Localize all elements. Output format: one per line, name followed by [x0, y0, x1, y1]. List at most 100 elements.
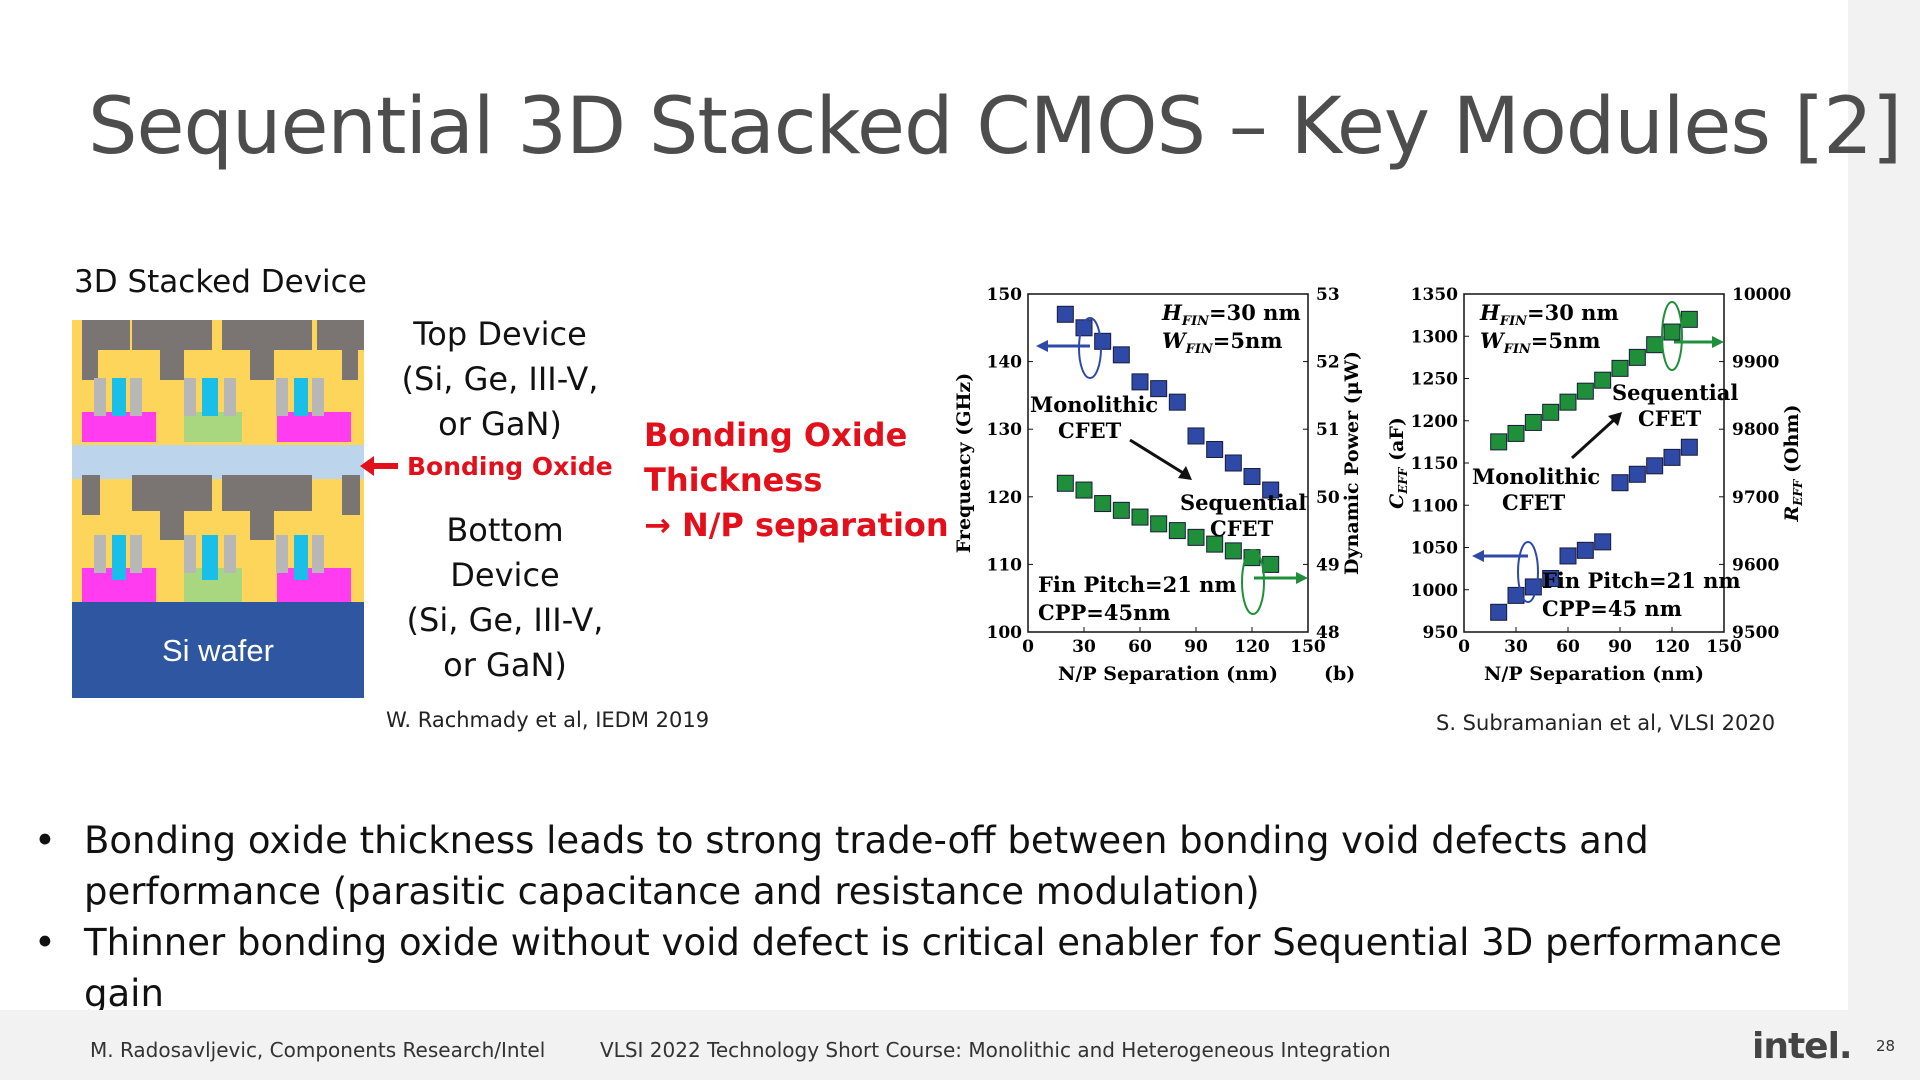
axis-pointer-head — [1036, 340, 1048, 352]
y2-tick-label: 51 — [1316, 420, 1340, 440]
data-point — [1646, 336, 1664, 354]
top-via — [160, 350, 184, 380]
top-contact — [132, 320, 212, 350]
series-ellipse — [1078, 317, 1102, 379]
callout-line: → N/P separation — [644, 506, 949, 544]
footer-bar — [0, 1010, 1848, 1080]
data-point — [1594, 533, 1612, 551]
data-point — [1628, 465, 1646, 483]
data-point — [1611, 359, 1629, 377]
data-point — [1168, 522, 1186, 540]
bottom-device-line: Device — [450, 556, 560, 594]
hfin-annotation: HFIN=30 nm — [1161, 300, 1301, 329]
series-ellipse — [1241, 549, 1265, 615]
data-point — [1611, 474, 1629, 492]
data-point — [1680, 310, 1698, 328]
axis-pointer-head — [1296, 572, 1308, 584]
y-axis-label: CEFF (aF) — [1386, 417, 1410, 509]
trend-arrow — [1570, 416, 1618, 460]
data-point — [1524, 578, 1542, 596]
x-tick-label: 30 — [1072, 637, 1096, 657]
data-point — [1075, 481, 1093, 499]
sequential-label: CFET — [1638, 406, 1702, 431]
trend-arrowhead — [1608, 412, 1622, 426]
y2-axis-label: REFF (Ohm) — [1781, 404, 1805, 522]
data-point — [1262, 555, 1280, 573]
series-ellipse — [1517, 541, 1539, 603]
wfin-annotation: WFIN=5nm — [1480, 328, 1601, 357]
hfin-annotation: HFIN=30 nm — [1479, 300, 1619, 329]
data-point — [1542, 569, 1560, 587]
y2-tick-label: 9600 — [1732, 555, 1779, 575]
top-device-label: Top Device (Si, Ge, III-V, or GaN) — [400, 312, 600, 447]
axis-pointer-head — [1712, 336, 1724, 348]
y-tick-label: 950 — [1423, 623, 1459, 643]
x-axis-label: N/P Separation (nm) — [1058, 663, 1278, 685]
bottom-device-line: (Si, Ge, III-V, — [406, 601, 604, 639]
y2-tick-label: 53 — [1316, 285, 1340, 305]
data-point — [1490, 433, 1508, 451]
top-contact — [82, 320, 130, 350]
y2-tick-label: 9700 — [1732, 488, 1779, 508]
y-tick-label: 130 — [987, 420, 1023, 440]
sequential-label: CFET — [1210, 516, 1274, 541]
chart-a: 0 30 60 90 120 150100110120130140150484950515… — [953, 285, 1363, 685]
citation-left: W. Rachmady et al, IEDM 2019 — [386, 708, 710, 732]
y-tick-label: 120 — [987, 488, 1023, 508]
citation-right: S. Subramanian et al, VLSI 2020 — [1436, 711, 1776, 735]
data-point — [1243, 468, 1261, 486]
wafer-label: Si wafer — [162, 633, 274, 668]
data-point — [1112, 501, 1130, 519]
page-number: 28 — [1876, 1037, 1896, 1055]
bonding-arrow-icon — [360, 456, 398, 476]
y2-tick-label: 9900 — [1732, 353, 1779, 373]
chart-b: 0 30 60 90 120 150 950 1000 1050 1100 1150 1200 1250… — [1324, 285, 1805, 685]
data-point — [1542, 403, 1560, 421]
monolithic-label: Monolithic — [1472, 464, 1600, 489]
cpp-label: CPP=45 nm — [1542, 596, 1682, 621]
y2-tick-label: 50 — [1316, 488, 1340, 508]
bottom-contact — [222, 475, 312, 511]
device-figure-title: 3D Stacked Device — [74, 264, 367, 300]
data-point — [1112, 346, 1130, 364]
y2-tick-label: 49 — [1316, 555, 1340, 575]
bonding-oxide-label: Bonding Oxide — [407, 452, 613, 481]
fin-pitch-label: Fin Pitch=21 nm — [1542, 568, 1741, 593]
bullet-text: Bonding oxide thickness leads to strong … — [84, 819, 1649, 913]
data-point — [1187, 528, 1205, 546]
plot-frame — [1027, 293, 1309, 633]
bullet-text: Thinner bonding oxide without void defec… — [84, 921, 1782, 1015]
y-tick-label: 1050 — [1411, 539, 1458, 559]
trend-arrowhead — [1178, 466, 1192, 480]
y2-tick-label: 48 — [1316, 623, 1340, 643]
top-contact — [222, 320, 312, 350]
wfin-annotation: WFIN=5nm — [1162, 328, 1283, 357]
data-point — [1576, 382, 1594, 400]
y-tick-label: 1150 — [1411, 454, 1458, 474]
data-point — [1646, 457, 1664, 475]
bottom-source-drain — [277, 568, 351, 602]
data-point — [1056, 474, 1074, 492]
bottom-device-line: or GaN) — [443, 646, 567, 684]
bullet-item: • Thinner bonding oxide without void def… — [34, 917, 1834, 1019]
x-tick-label: 120 — [1234, 637, 1270, 657]
bottom-device-label: Bottom Device (Si, Ge, III-V, or GaN) — [405, 508, 605, 688]
top-via — [82, 350, 98, 380]
bullet-list: • Bonding oxide thickness leads to stron… — [34, 815, 1834, 1019]
y-tick-label: 150 — [987, 285, 1023, 305]
data-point — [1224, 454, 1242, 472]
intel-logo: intel. — [1752, 1026, 1853, 1067]
x-tick-label: 60 — [1556, 637, 1580, 657]
y2-tick-label: 9500 — [1732, 623, 1779, 643]
data-point — [1663, 323, 1681, 341]
y-tick-label: 1350 — [1411, 285, 1458, 305]
data-point — [1131, 508, 1149, 526]
data-point — [1262, 481, 1280, 499]
trend-arrow — [1129, 438, 1189, 478]
monolithic-label: CFET — [1502, 490, 1566, 515]
cpp-label: CPP=45nm — [1038, 600, 1171, 625]
x-tick-label: 0 — [1458, 637, 1470, 657]
bullet-item: • Bonding oxide thickness leads to stron… — [34, 815, 1834, 917]
x-tick-label: 120 — [1654, 637, 1690, 657]
sequential-label: Sequential — [1612, 380, 1738, 405]
